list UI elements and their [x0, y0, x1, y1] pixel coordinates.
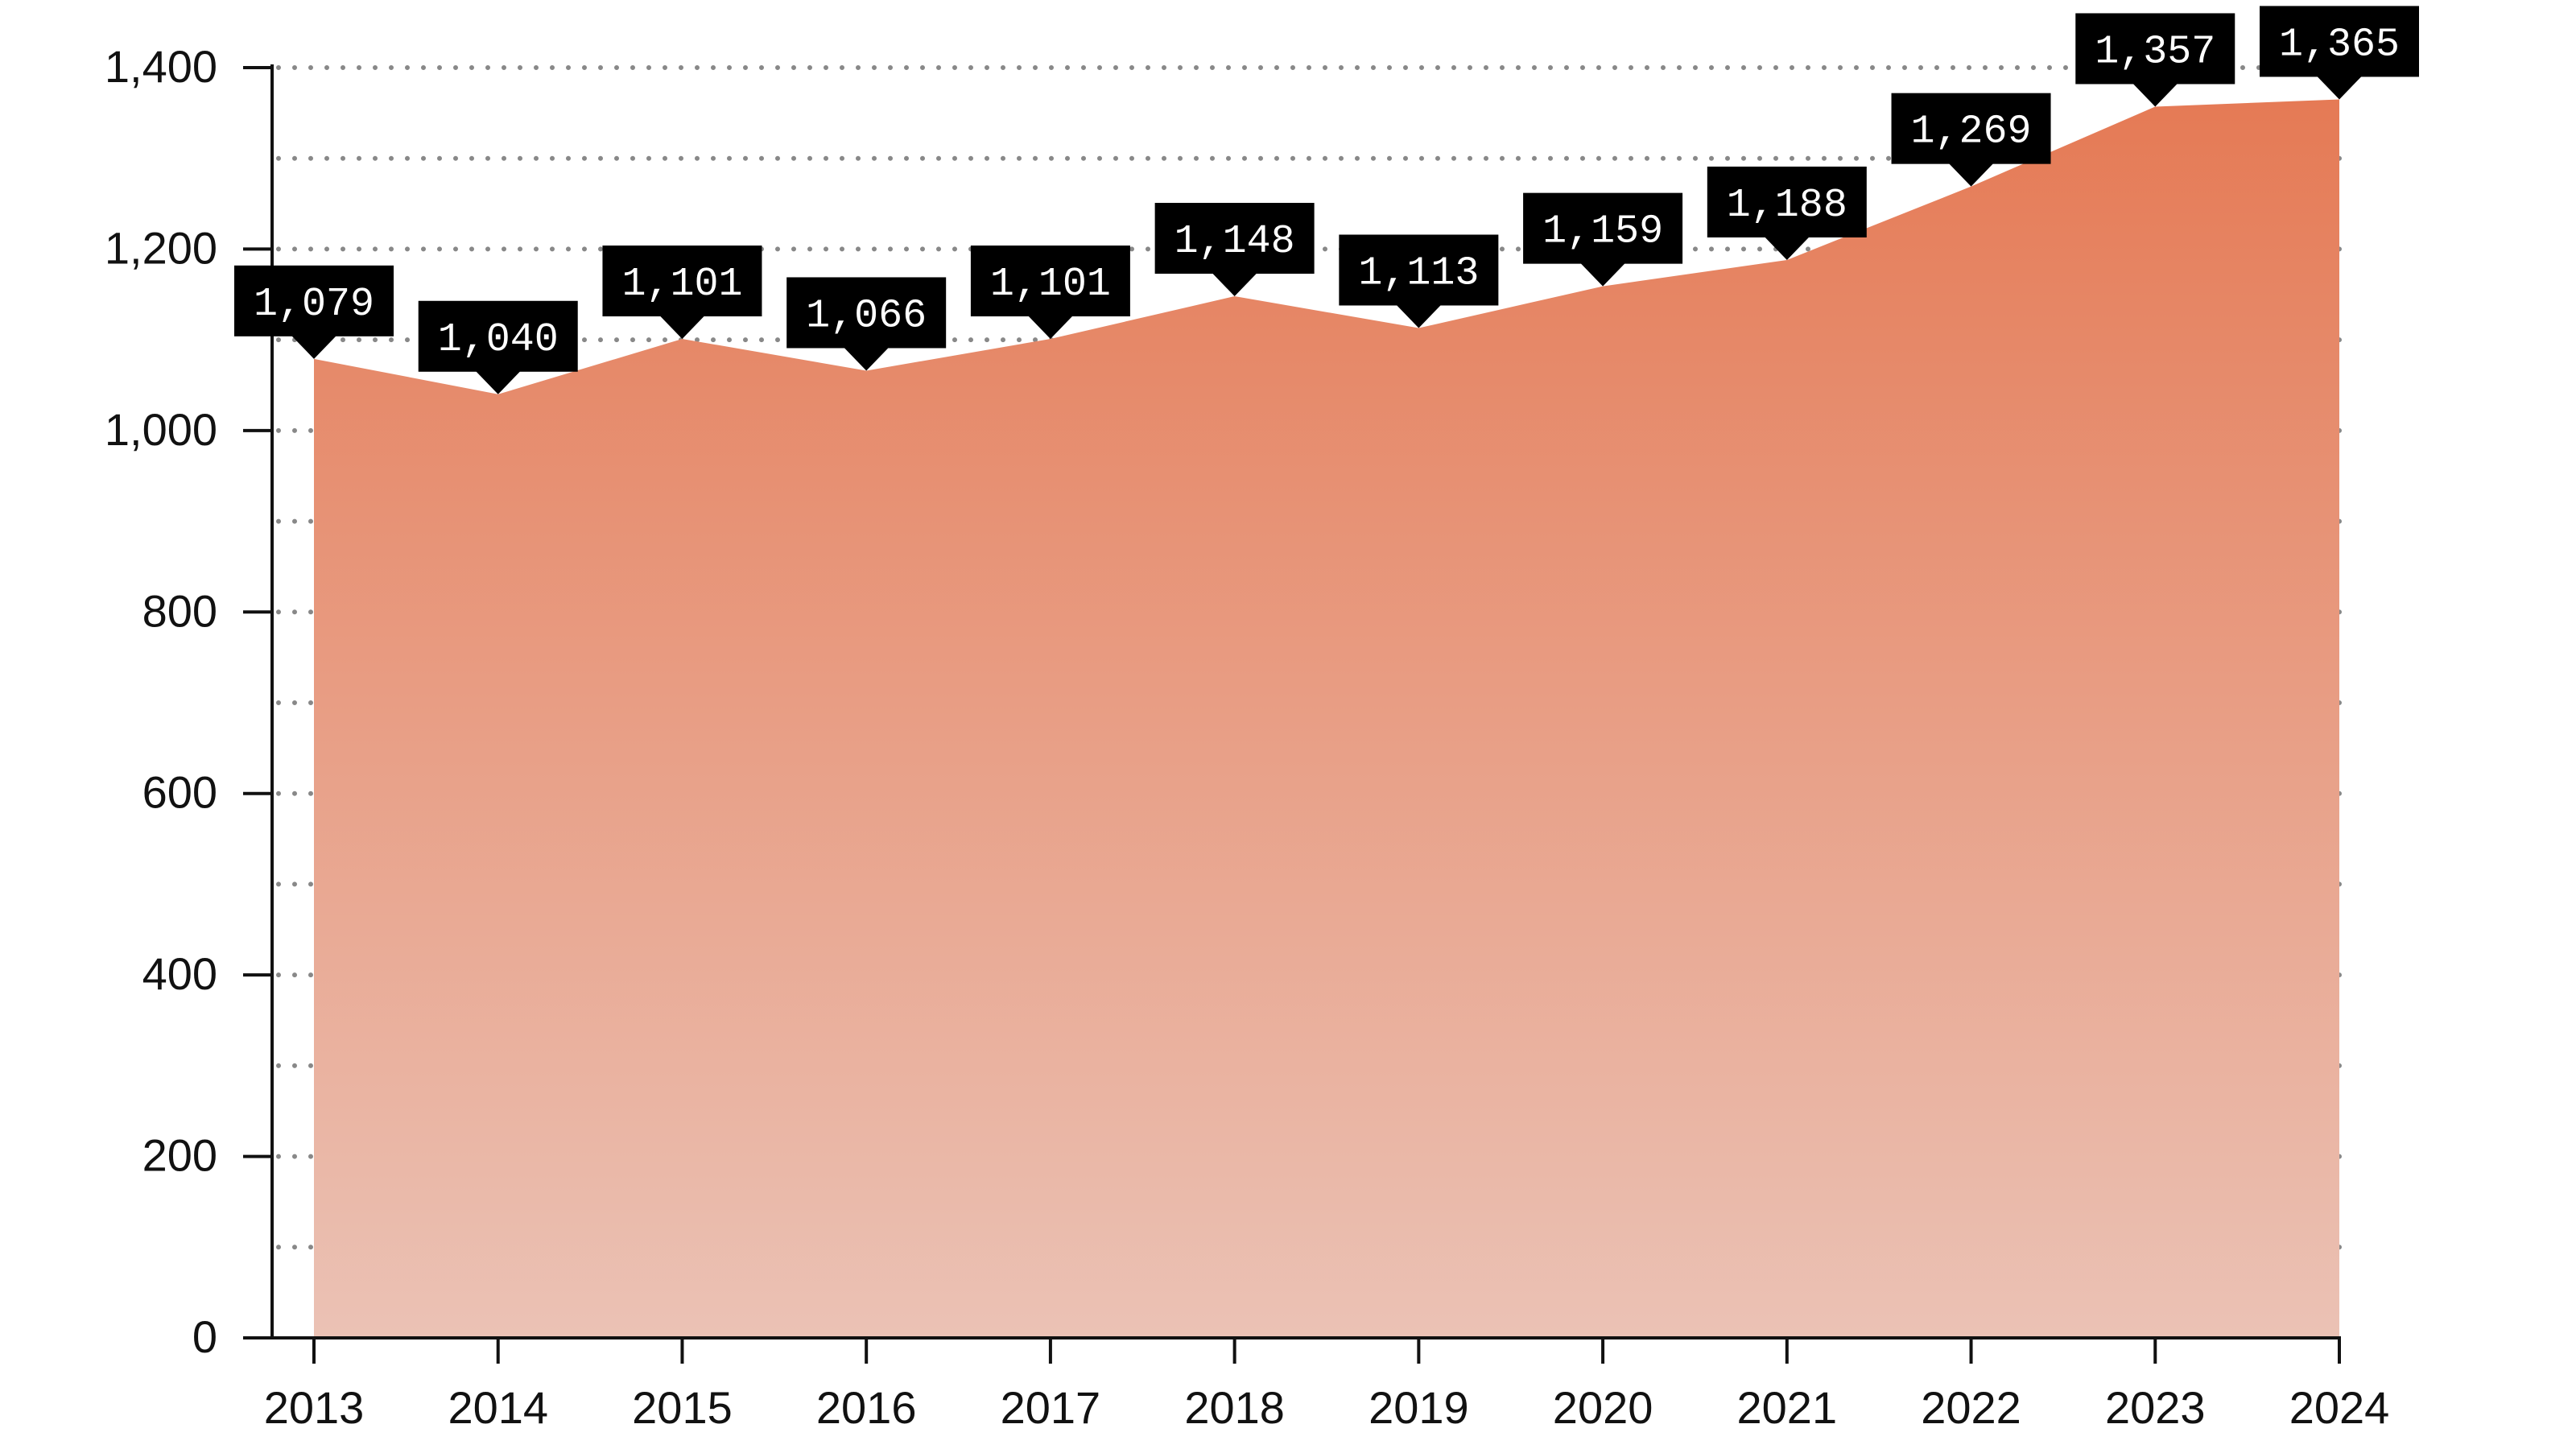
data-label-pointer — [475, 370, 521, 394]
y-tick-label: 600 — [142, 767, 217, 818]
data-label-text: 1,357 — [2095, 29, 2215, 75]
data-label: 1,079 — [234, 265, 394, 359]
data-label-text: 1,040 — [438, 317, 559, 363]
y-tick-label: 200 — [142, 1130, 217, 1181]
y-tick-label: 400 — [142, 948, 217, 999]
data-label-box — [1154, 203, 1315, 275]
data-label-text: 1,365 — [2279, 22, 2400, 68]
data-label-box — [2075, 13, 2235, 85]
axes: 0 200 400 600 800 1,000 1,200 1,400 2013 2014 2015… — [105, 41, 2389, 1433]
data-label-pointer — [1027, 316, 1073, 340]
data-label-box — [1707, 166, 1867, 237]
data-label-text: 1,079 — [254, 282, 374, 328]
data-label-box — [602, 246, 762, 317]
data-label-pointer — [844, 347, 890, 371]
data-label-pointer — [2317, 76, 2362, 100]
data-label: 1,066 — [786, 277, 947, 371]
data-label: 1,269 — [1891, 93, 2051, 187]
x-tick-label: 2021 — [1737, 1382, 1838, 1433]
data-label-pointer — [1212, 273, 1257, 297]
x-tick-label: 2016 — [816, 1382, 917, 1433]
data-label: 1,113 — [1339, 234, 1499, 328]
x-tick-label: 2017 — [1001, 1382, 1101, 1433]
x-tick-label: 2013 — [264, 1382, 365, 1433]
x-tick-label: 2024 — [2289, 1382, 2390, 1433]
y-tick-label: 0 — [192, 1311, 217, 1362]
data-label-box — [418, 300, 578, 372]
data-label: 1,159 — [1523, 192, 1683, 287]
data-label-text: 1,188 — [1727, 183, 1847, 229]
data-label: 1,040 — [418, 300, 578, 394]
data-label-pointer — [659, 316, 705, 340]
x-tick-label: 2014 — [448, 1382, 548, 1433]
data-label: 1,101 — [970, 246, 1130, 340]
x-tick-label: 2020 — [1553, 1382, 1653, 1433]
data-label-box — [2260, 6, 2419, 77]
y-tick-label: 1,400 — [105, 41, 217, 92]
data-label-pointer — [1396, 304, 1442, 328]
x-tick-label: 2015 — [632, 1382, 733, 1433]
data-label-pointer — [291, 335, 336, 359]
data-label-pointer — [1580, 262, 1626, 287]
data-label-box — [970, 246, 1130, 317]
x-tick-label: 2022 — [1921, 1382, 2021, 1433]
data-label-text: 1,101 — [621, 262, 742, 308]
data-label-box — [1891, 93, 2051, 164]
data-label: 1,148 — [1154, 203, 1315, 297]
data-label-text: 1,113 — [1358, 250, 1479, 296]
x-tick-label: 2018 — [1184, 1382, 1285, 1433]
y-tick-label: 1,200 — [105, 222, 217, 273]
data-label-pointer — [1948, 163, 1994, 187]
x-tick-label: 2023 — [2105, 1382, 2206, 1433]
data-label: 1,188 — [1707, 166, 1867, 260]
data-label-box — [1339, 234, 1499, 306]
area-series — [314, 99, 2339, 1339]
data-label: 1,365 — [2260, 6, 2419, 100]
data-label-text: 1,159 — [1542, 209, 1663, 255]
data-label-text: 1,269 — [1911, 109, 2032, 155]
data-label-box — [234, 265, 394, 336]
x-tick-label: 2019 — [1368, 1382, 1469, 1433]
data-label-text: 1,101 — [990, 262, 1111, 308]
y-tick-label: 1,000 — [105, 404, 217, 455]
data-label: 1,101 — [602, 246, 762, 340]
data-label: 1,357 — [2075, 13, 2235, 107]
data-label-pointer — [2132, 83, 2178, 107]
data-label-text: 1,066 — [806, 293, 927, 339]
data-labels: 1,079 1,040 1,101 1,066 1,101 1,148 1,113 1,159… — [234, 6, 2419, 394]
data-label-box — [1523, 192, 1683, 264]
y-tick-label: 800 — [142, 585, 217, 636]
data-label-box — [786, 277, 947, 349]
area-fill — [314, 99, 2339, 1339]
data-label-text: 1,148 — [1174, 219, 1295, 265]
data-label-pointer — [1764, 236, 1810, 260]
